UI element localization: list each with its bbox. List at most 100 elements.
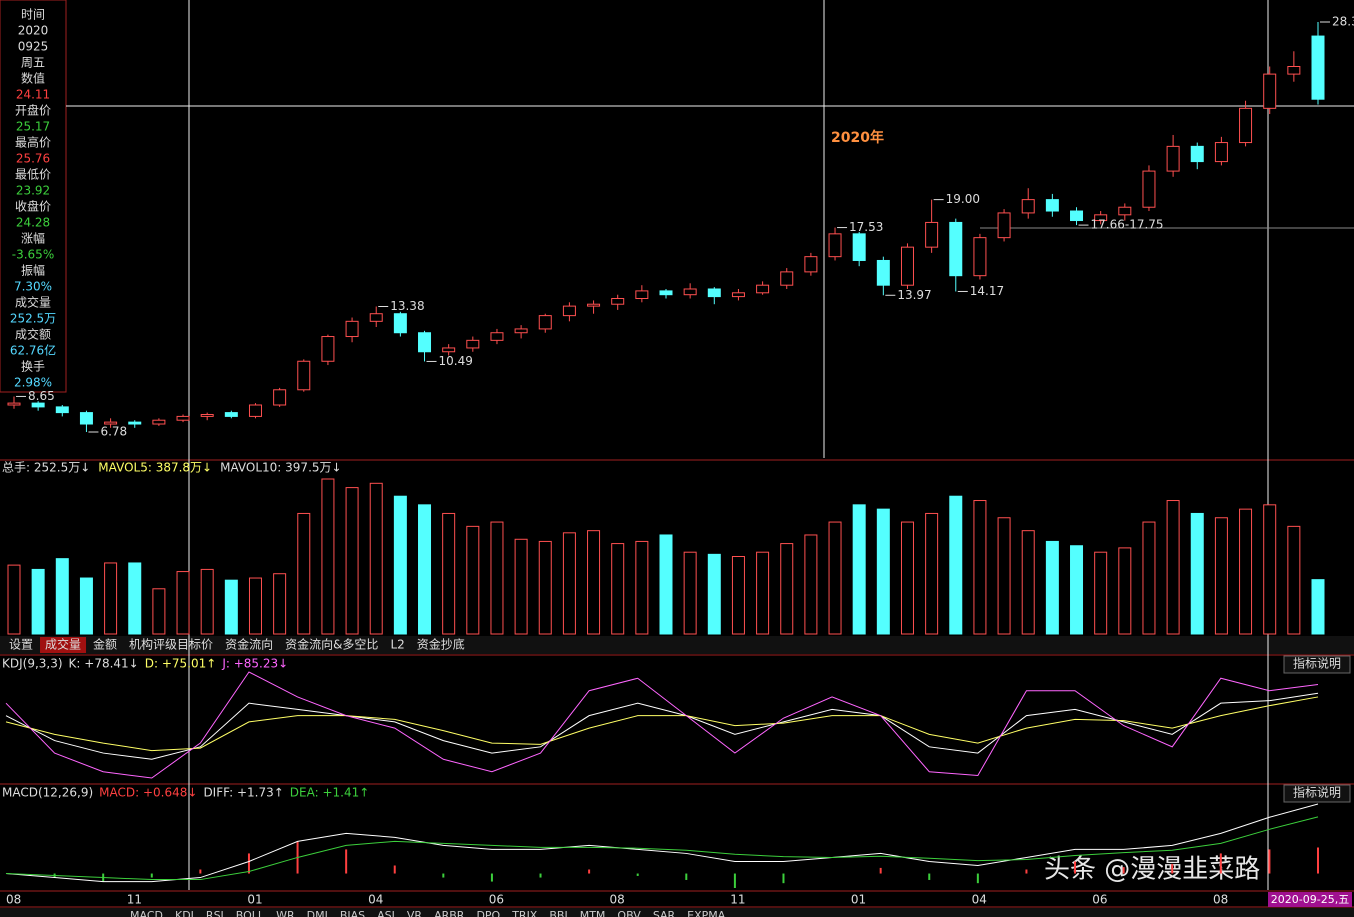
bottom-tab[interactable]: BIAS (340, 909, 365, 917)
candle-body (466, 339, 480, 349)
candle-body (683, 288, 697, 296)
bottom-tab[interactable]: BOLL (236, 909, 265, 917)
tab[interactable]: 资金流向 (225, 637, 273, 652)
volume-header: MAVOL5: 387.8万↓ (98, 461, 212, 475)
candle-body (55, 406, 69, 414)
bottom-tab[interactable]: ASI (377, 909, 395, 917)
volume-bar (321, 478, 335, 635)
info-item: 2.98% (14, 376, 52, 390)
volume-bar (31, 568, 45, 635)
volume-bar (1166, 500, 1180, 635)
candle-body (635, 290, 649, 300)
volume-bar (997, 517, 1011, 635)
volume-bar (587, 530, 601, 635)
volume-bar (152, 588, 166, 635)
tab[interactable]: L2 (390, 638, 404, 652)
tab[interactable]: 机构评级目标价 (129, 637, 213, 652)
annotation-label: 6.78 (100, 425, 127, 439)
candle-body (731, 292, 745, 298)
tab[interactable]: 成交量 (45, 637, 81, 652)
volume-bar (442, 512, 456, 635)
bottom-tab[interactable]: ARBR (434, 909, 465, 917)
candle-body (973, 237, 987, 277)
candle-body (393, 313, 407, 334)
candle-body (562, 305, 576, 317)
annotation-label: 17.66-17.75 (1091, 218, 1164, 232)
bottom-tab[interactable]: MACD (130, 909, 163, 917)
volume-bar (925, 512, 939, 635)
volume-bar (780, 543, 794, 635)
volume-bar (683, 551, 697, 635)
candle-body (1166, 145, 1180, 172)
info-item: 25.76 (16, 152, 50, 166)
candle-body (1118, 206, 1132, 216)
help-button[interactable]: 指标说明 (1293, 656, 1341, 671)
info-item: 最高价 (15, 135, 51, 150)
tab-active (40, 637, 87, 653)
tab[interactable]: 设置 (9, 638, 33, 652)
bottom-tab[interactable]: DPO (476, 909, 500, 917)
info-item: 23.92 (16, 184, 50, 198)
bottom-tab[interactable]: KDJ (175, 909, 194, 917)
volume-bar (756, 551, 770, 635)
indicator-header: DEA: +1.41↑ (290, 786, 370, 800)
info-item: 252.5万 (10, 312, 56, 326)
tab[interactable]: 资金抄底 (417, 637, 465, 652)
indicator-header: KDJ(9,3,3) (2, 657, 63, 671)
tab[interactable]: 金额 (93, 637, 117, 652)
volume-bar (466, 525, 480, 635)
candle-body (804, 256, 818, 273)
candle-body (442, 347, 456, 353)
candle-body (1287, 65, 1301, 75)
tab[interactable]: 资金流向&多空比 (285, 637, 378, 652)
info-item: 换手 (21, 360, 45, 374)
volume-bar (900, 521, 914, 635)
info-item: 成交额 (15, 327, 51, 342)
candle-body (1021, 199, 1035, 214)
info-item: 62.76亿 (10, 343, 56, 358)
bottom-tab[interactable]: MTM (580, 909, 606, 917)
date-label: 08 (1213, 893, 1228, 907)
bottom-tab[interactable]: DMI (307, 909, 328, 917)
candle-body (780, 271, 794, 286)
candle-body (659, 290, 673, 296)
bottom-tab[interactable]: RSI (206, 909, 224, 917)
indicator-header: MACD: +0.648↓ (99, 786, 197, 800)
info-item: 7.30% (14, 280, 52, 294)
volume-bar (7, 564, 21, 635)
candle-body (538, 315, 552, 330)
indicator-line (5, 803, 1319, 883)
help-button-box (1283, 784, 1351, 803)
bottom-tab[interactable]: TRIX (511, 909, 538, 917)
volume-bar (538, 540, 552, 635)
bottom-tab-bar (0, 908, 1354, 917)
candle-body (7, 402, 21, 406)
annotation-label: 13.97 (897, 288, 931, 302)
candle-body (1311, 35, 1325, 100)
annotation-label: 17.53 (849, 220, 883, 234)
info-item: 25.17 (16, 120, 50, 134)
candle-body (104, 421, 118, 425)
bottom-tab[interactable]: BBI (549, 909, 567, 917)
volume-bar (1287, 525, 1301, 635)
indicator-line (5, 671, 1319, 779)
volume-bar (176, 571, 190, 635)
volume-bar (128, 562, 142, 635)
info-item: -3.65% (12, 248, 54, 262)
help-button[interactable]: 指标说明 (1293, 785, 1341, 800)
volume-bar (852, 504, 866, 635)
candle-body (1214, 142, 1228, 163)
volume-bar (973, 500, 987, 635)
candle-body (1070, 210, 1084, 222)
bottom-tab[interactable]: VR (407, 909, 423, 917)
bottom-tab[interactable]: OBV (617, 909, 641, 917)
current-date: 2020-09-25,五 (1271, 893, 1349, 906)
date-label: 08 (610, 893, 625, 907)
volume-bar (104, 562, 118, 635)
annotation-label: 13.38 (390, 299, 424, 313)
indicator-header: MACD(12,26,9) (2, 786, 93, 800)
bottom-tab[interactable]: SAR (653, 909, 676, 917)
bottom-tab[interactable]: WR (276, 909, 295, 917)
bottom-tab[interactable]: EXPMA (687, 909, 726, 917)
date-label: 04 (972, 893, 987, 907)
